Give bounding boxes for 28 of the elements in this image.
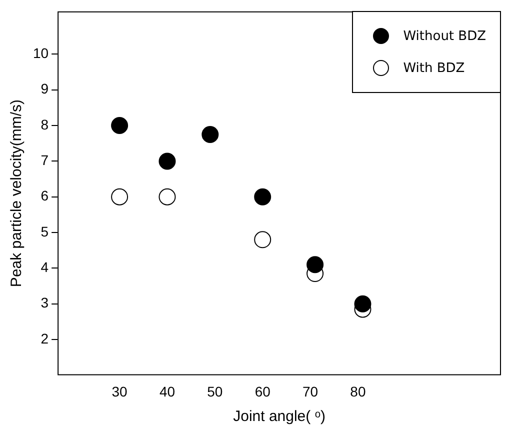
point	[254, 231, 272, 248]
point	[254, 188, 272, 206]
x-axis-title: Joint angle( ᵒ)	[233, 408, 326, 426]
y-tick-label: 10	[32, 45, 49, 62]
point	[158, 152, 176, 170]
x-tick-label: 30	[112, 383, 128, 400]
x-tick-label: 60	[254, 383, 271, 400]
y-tick-label: 5	[40, 223, 49, 240]
y-tick-label: 6	[40, 188, 49, 204]
y-tick-label: 8	[40, 116, 49, 132]
legend-label: With BDZ	[403, 60, 465, 76]
x-tick-label: 70	[302, 383, 318, 400]
legend-label: Without BDZ	[403, 28, 486, 44]
x-tick-label: 40	[159, 383, 176, 400]
y-tick-label: 2	[40, 330, 49, 346]
point	[306, 256, 324, 274]
point	[202, 126, 219, 143]
point	[354, 295, 372, 312]
point	[158, 188, 176, 206]
y-tick-label: 3	[40, 294, 49, 311]
point	[111, 188, 128, 206]
x-tick-label: 80	[350, 383, 366, 400]
point	[111, 117, 128, 134]
x-tick-label: 50	[207, 383, 223, 400]
y-tick-label: 4	[40, 259, 49, 276]
y-tick-label: 9	[40, 80, 49, 97]
y-axis-title: Peak particle velocity(mm/s)	[8, 100, 26, 288]
y-tick-label: 7	[40, 152, 49, 168]
